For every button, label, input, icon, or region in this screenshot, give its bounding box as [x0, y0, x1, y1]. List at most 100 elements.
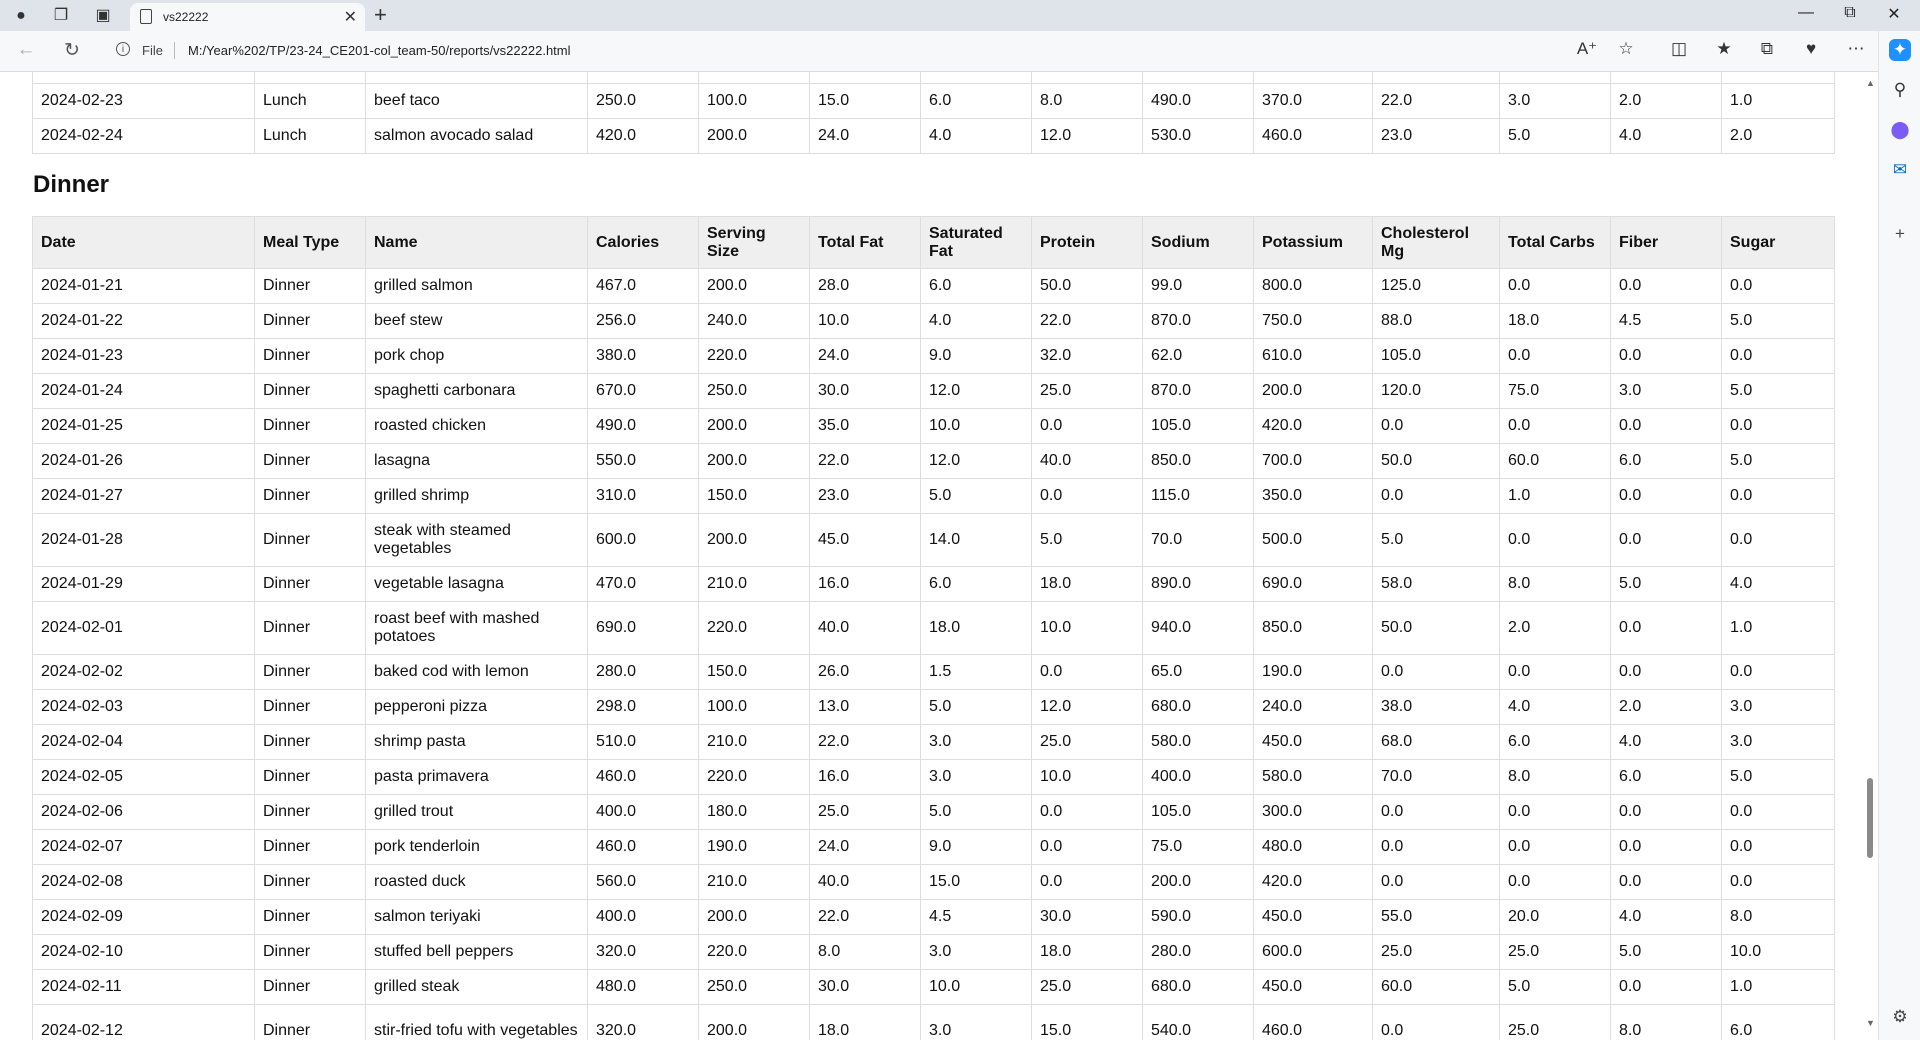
cell-protein: 25.0 [1031, 969, 1143, 1005]
cell-cholesterol: 0.0 [1372, 794, 1500, 830]
cell-date: 2024-01-27 [32, 478, 255, 514]
info-icon[interactable]: i [116, 42, 130, 56]
browser-toolbar: ← ↻ i File M:/Year%202/TP/23-24_CE201-co… [0, 31, 1920, 72]
table-row: 2024-01-26 Dinner lasagna 550.0 200.0 22.0 12.… [32, 443, 1835, 479]
cell-saturated-fat: 12.0 [920, 373, 1032, 409]
cell-saturated-fat: 3.0 [920, 1004, 1032, 1040]
cell-total-fat: 45.0 [809, 513, 921, 567]
cell-potassium: 750.0 [1253, 303, 1373, 339]
search-icon[interactable]: ⚲ [1893, 80, 1907, 99]
cell-total-carbs: 8.0 [1499, 566, 1611, 602]
column-header-saturated-fat[interactable]: Saturated Fat [920, 216, 1032, 269]
table-row: 2024-01-22 Dinner beef stew 256.0 240.0 10.0 4… [32, 303, 1835, 339]
cell-fiber: 0.0 [1610, 338, 1722, 374]
cell-sodium: 890.0 [1142, 566, 1254, 602]
cell-saturated-fat: 18.0 [920, 601, 1032, 655]
new-tab-icon[interactable]: + [374, 2, 387, 27]
more-menu-icon[interactable]: ⋯ [1847, 39, 1865, 58]
address-scheme: File [142, 43, 163, 58]
cell-fiber: 0.0 [1610, 513, 1722, 567]
tab-active[interactable]: vs22222 ✕ [130, 3, 365, 31]
cell-date: 2024-01-25 [32, 408, 255, 444]
cell-potassium: 500.0 [1253, 513, 1373, 567]
cell-potassium: 300.0 [1253, 794, 1373, 830]
column-header-potassium[interactable]: Potassium [1253, 216, 1373, 269]
cell-meal-type: Dinner [254, 513, 366, 567]
cell-serving-size: 100.0 [698, 83, 810, 119]
scroll-down-arrow-icon[interactable]: ▼ [1866, 1018, 1875, 1028]
cell-total-fat: 16.0 [809, 566, 921, 602]
cell-serving-size: 210.0 [698, 864, 810, 900]
tab-actions-icon[interactable]: ▣ [95, 7, 111, 24]
page-scrollbar[interactable]: ▲ ▼ [1862, 72, 1878, 1040]
cell-saturated-fat: 4.5 [920, 899, 1032, 935]
restore-icon[interactable]: ⧉ [1844, 4, 1856, 21]
table-row: 2024-02-07 Dinner pork tenderloin 460.0 190.… [32, 829, 1835, 865]
column-header-protein[interactable]: Protein [1031, 216, 1143, 269]
back-icon[interactable]: ← [16, 39, 36, 60]
column-header-date[interactable]: Date [32, 216, 255, 269]
favorites-icon[interactable]: ★ [1716, 39, 1732, 58]
cell-fiber: 0.0 [1610, 478, 1722, 514]
cell-potassium: 450.0 [1253, 724, 1373, 760]
cell-name: steak with steamed vegetables [365, 513, 588, 567]
profile-icon[interactable]: ● [16, 7, 26, 24]
column-header-cholesterol[interactable]: Cholesterol Mg [1372, 216, 1500, 269]
column-header-serving-size[interactable]: Serving Size [698, 216, 810, 269]
shopping-icon[interactable]: ⬤ [1890, 120, 1910, 139]
refresh-icon[interactable]: ↻ [64, 40, 80, 61]
scrollbar-thumb[interactable] [1867, 778, 1873, 858]
add-sidebar-app-icon[interactable]: + [1895, 224, 1905, 243]
column-header-meal-type[interactable]: Meal Type [254, 216, 366, 269]
favorite-star-icon[interactable]: ☆ [1618, 39, 1634, 58]
cell-total-fat: 40.0 [809, 864, 921, 900]
cell-name: beef stew [365, 303, 588, 339]
cell-sugar: 0.0 [1721, 864, 1835, 900]
copilot-icon[interactable]: ✦ [1889, 39, 1911, 61]
cell-total-carbs: 0.0 [1499, 794, 1611, 830]
cell-meal-type: Dinner [254, 478, 366, 514]
minimize-icon[interactable]: — [1798, 4, 1814, 21]
cell-sugar: 2.0 [1721, 118, 1835, 154]
cell-calories: 510.0 [587, 724, 699, 760]
cell-serving-size: 210.0 [698, 566, 810, 602]
column-header-total-fat[interactable]: Total Fat [809, 216, 921, 269]
outlook-icon[interactable]: ✉ [1892, 160, 1908, 179]
browser-essentials-icon[interactable]: ♥ [1805, 39, 1817, 58]
column-header-sugar[interactable]: Sugar [1721, 216, 1835, 269]
cell-sodium: 115.0 [1142, 478, 1254, 514]
cell-cholesterol: 50.0 [1372, 601, 1500, 655]
column-header-calories[interactable]: Calories [587, 216, 699, 269]
collections-icon[interactable]: ⧉ [1760, 39, 1774, 58]
cell-sugar: 1.0 [1721, 601, 1835, 655]
table-row: 2024-02-01 Dinner roast beef with mashed p… [32, 601, 1835, 655]
column-header-fiber[interactable]: Fiber [1610, 216, 1722, 269]
cell-calories: 250.0 [587, 83, 699, 119]
address-url[interactable]: M:/Year%202/TP/23-24_CE201-col_team-50/r… [188, 43, 571, 58]
page-viewport: 2024-02-23 Lunch beef taco 250.0 100.0 1… [0, 72, 1862, 1040]
sidebar-settings-gear-icon[interactable]: ⚙ [1892, 1007, 1908, 1026]
cell-sodium: 870.0 [1142, 373, 1254, 409]
cell-fiber: 5.0 [1610, 566, 1722, 602]
column-header-name[interactable]: Name [365, 216, 588, 269]
column-header-total-carbs[interactable]: Total Carbs [1499, 216, 1611, 269]
cell-date: 2024-01-21 [32, 268, 255, 304]
cell-calories: 298.0 [587, 689, 699, 725]
cell-protein: 0.0 [1031, 478, 1143, 514]
cell-meal-type: Dinner [254, 969, 366, 1005]
close-window-icon[interactable]: ✕ [1887, 6, 1901, 23]
cell-potassium: 420.0 [1253, 864, 1373, 900]
address-bar[interactable]: i File M:/Year%202/TP/23-24_CE201-col_te… [112, 36, 1652, 66]
table-row: 2024-02-12 Dinner stir-fried tofu with veg… [32, 1004, 1835, 1040]
cell-sugar: 1.0 [1721, 969, 1835, 1005]
read-aloud-icon[interactable]: A⁺ [1576, 39, 1598, 58]
close-tab-icon[interactable]: ✕ [343, 9, 357, 26]
column-header-sodium[interactable]: Sodium [1142, 216, 1254, 269]
cell-protein: 10.0 [1031, 759, 1143, 795]
cell-sugar: 5.0 [1721, 373, 1835, 409]
scroll-up-arrow-icon[interactable]: ▲ [1866, 78, 1875, 88]
cell-total-fat: 24.0 [809, 829, 921, 865]
split-screen-icon[interactable]: ◫ [1670, 39, 1688, 58]
workspaces-icon[interactable]: ❐ [53, 7, 69, 24]
cell-protein: 25.0 [1031, 724, 1143, 760]
